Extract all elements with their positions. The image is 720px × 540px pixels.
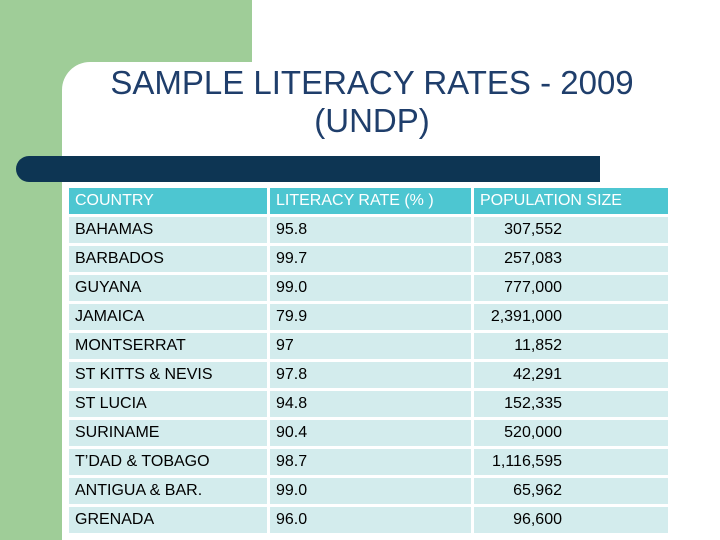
table-row: GUYANA 99.0 777,000 (69, 275, 668, 301)
cell-literacy-rate: 97.8 (270, 362, 471, 388)
cell-country: GRENADA (69, 507, 267, 533)
table-row: MONTSERRAT 97 11,852 (69, 333, 668, 359)
cell-country: GUYANA (69, 275, 267, 301)
cell-country: ST LUCIA (69, 391, 267, 417)
literacy-table: COUNTRY LITERACY RATE (% ) POPULATION SI… (66, 185, 671, 536)
cell-literacy-rate: 96.0 (270, 507, 471, 533)
cell-population: 1,116,595 (474, 449, 668, 475)
cell-population: 42,291 (474, 362, 668, 388)
title-line-1: SAMPLE LITERACY RATES - 2009 (110, 64, 634, 101)
cell-literacy-rate: 95.8 (270, 217, 471, 243)
cell-population: 777,000 (474, 275, 668, 301)
cell-country: SURINAME (69, 420, 267, 446)
table-row: BARBADOS 99.7 257,083 (69, 246, 668, 272)
cell-literacy-rate: 79.9 (270, 304, 471, 330)
cell-country: BARBADOS (69, 246, 267, 272)
cell-population: 152,335 (474, 391, 668, 417)
table-row: ANTIGUA & BAR. 99.0 65,962 (69, 478, 668, 504)
cell-literacy-rate: 94.8 (270, 391, 471, 417)
table-row: T’DAD & TOBAGO 98.7 1,116,595 (69, 449, 668, 475)
literacy-table-container: COUNTRY LITERACY RATE (% ) POPULATION SI… (66, 185, 671, 536)
cell-literacy-rate: 90.4 (270, 420, 471, 446)
cell-population: 307,552 (474, 217, 668, 243)
table-row: GRENADA 96.0 96,600 (69, 507, 668, 533)
cell-population: 2,391,000 (474, 304, 668, 330)
cell-literacy-rate: 99.0 (270, 478, 471, 504)
cell-population: 520,000 (474, 420, 668, 446)
cell-literacy-rate: 98.7 (270, 449, 471, 475)
table-row: SURINAME 90.4 520,000 (69, 420, 668, 446)
cell-country: MONTSERRAT (69, 333, 267, 359)
cell-country: ANTIGUA & BAR. (69, 478, 267, 504)
cell-population: 11,852 (474, 333, 668, 359)
title-line-2: (UNDP) (314, 102, 430, 139)
cell-country: ST KITTS & NEVIS (69, 362, 267, 388)
cell-population: 257,083 (474, 246, 668, 272)
header-literacy-rate: LITERACY RATE (% ) (270, 188, 471, 214)
cell-literacy-rate: 99.7 (270, 246, 471, 272)
cell-country: JAMAICA (69, 304, 267, 330)
table-row: ST KITTS & NEVIS 97.8 42,291 (69, 362, 668, 388)
title-divider-bar (16, 156, 600, 182)
table-row: JAMAICA 79.9 2,391,000 (69, 304, 668, 330)
table-row: BAHAMAS 95.8 307,552 (69, 217, 668, 243)
slide-title: SAMPLE LITERACY RATES - 2009 (UNDP) (62, 64, 682, 140)
cell-country: T’DAD & TOBAGO (69, 449, 267, 475)
header-population-size: POPULATION SIZE (474, 188, 668, 214)
cell-literacy-rate: 97 (270, 333, 471, 359)
cell-population: 65,962 (474, 478, 668, 504)
cell-country: BAHAMAS (69, 217, 267, 243)
cell-population: 96,600 (474, 507, 668, 533)
cell-literacy-rate: 99.0 (270, 275, 471, 301)
table-header-row: COUNTRY LITERACY RATE (% ) POPULATION SI… (69, 188, 668, 214)
header-country: COUNTRY (69, 188, 267, 214)
table-row: ST LUCIA 94.8 152,335 (69, 391, 668, 417)
